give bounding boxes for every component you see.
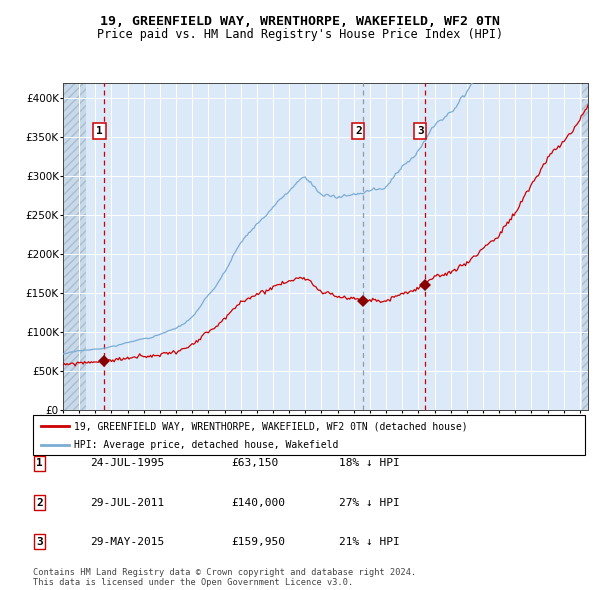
Text: 3: 3 <box>36 537 43 546</box>
Text: 27% ↓ HPI: 27% ↓ HPI <box>339 498 400 507</box>
Text: 2: 2 <box>36 498 43 507</box>
Text: £159,950: £159,950 <box>231 537 285 546</box>
Text: 24-JUL-1995: 24-JUL-1995 <box>90 458 164 468</box>
Text: 29-JUL-2011: 29-JUL-2011 <box>90 498 164 507</box>
Text: 3: 3 <box>417 126 424 136</box>
Text: 19, GREENFIELD WAY, WRENTHORPE, WAKEFIELD, WF2 0TN (detached house): 19, GREENFIELD WAY, WRENTHORPE, WAKEFIEL… <box>74 421 468 431</box>
Bar <box>63 83 86 410</box>
Text: 18% ↓ HPI: 18% ↓ HPI <box>339 458 400 468</box>
Bar <box>581 83 588 410</box>
Text: £140,000: £140,000 <box>231 498 285 507</box>
Text: £63,150: £63,150 <box>231 458 278 468</box>
Text: Price paid vs. HM Land Registry's House Price Index (HPI): Price paid vs. HM Land Registry's House … <box>97 28 503 41</box>
Text: 19, GREENFIELD WAY, WRENTHORPE, WAKEFIELD, WF2 0TN: 19, GREENFIELD WAY, WRENTHORPE, WAKEFIEL… <box>100 15 500 28</box>
FancyBboxPatch shape <box>33 415 585 455</box>
Text: 2: 2 <box>355 126 362 136</box>
Text: 21% ↓ HPI: 21% ↓ HPI <box>339 537 400 546</box>
Text: Contains HM Land Registry data © Crown copyright and database right 2024.
This d: Contains HM Land Registry data © Crown c… <box>33 568 416 587</box>
Text: 29-MAY-2015: 29-MAY-2015 <box>90 537 164 546</box>
Text: 1: 1 <box>36 458 43 468</box>
Text: 1: 1 <box>96 126 103 136</box>
Text: HPI: Average price, detached house, Wakefield: HPI: Average price, detached house, Wake… <box>74 440 339 450</box>
